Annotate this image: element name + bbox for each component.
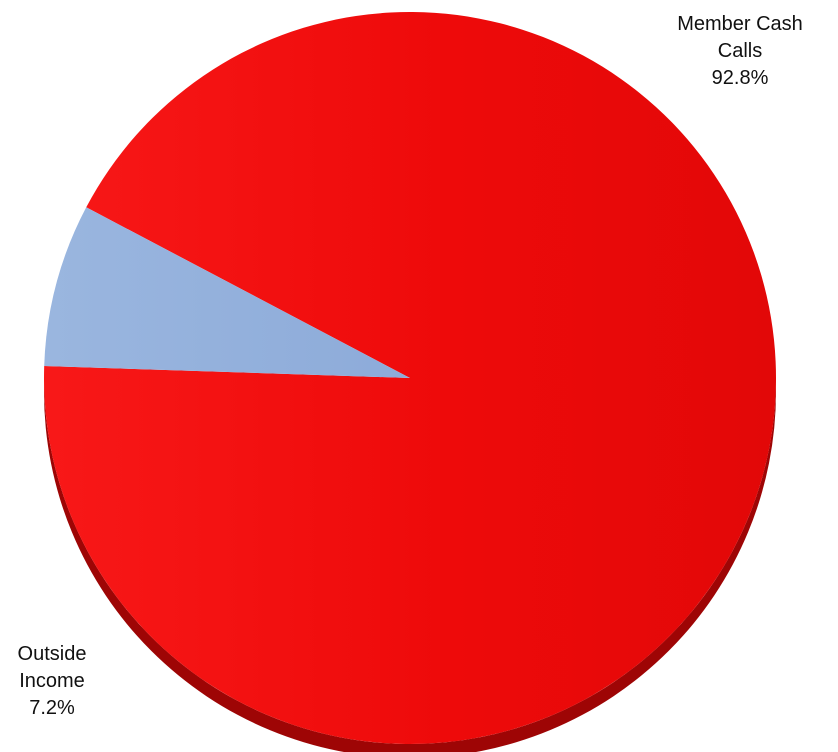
slice-name-line: Member Cash [677,13,803,35]
pie-slices [43,11,777,745]
slice-percent-label: 7.2% [29,697,75,719]
slice-percent-label: 92.8% [712,67,769,89]
slice-label-member-cash-calls: Member Cash Calls 92.8% [677,13,803,89]
slice-name-line: Income [19,670,85,692]
pie-slice-member-cash-calls [43,11,777,745]
pie-slice-outside-income [44,207,410,378]
pie-labels: Member Cash Calls 92.8% Outside Income 7.2% [18,13,803,719]
slice-label-outside-income: Outside Income 7.2% [18,643,87,719]
slice-name-line: Outside [18,643,87,665]
slice-name-line: Calls [718,40,762,62]
